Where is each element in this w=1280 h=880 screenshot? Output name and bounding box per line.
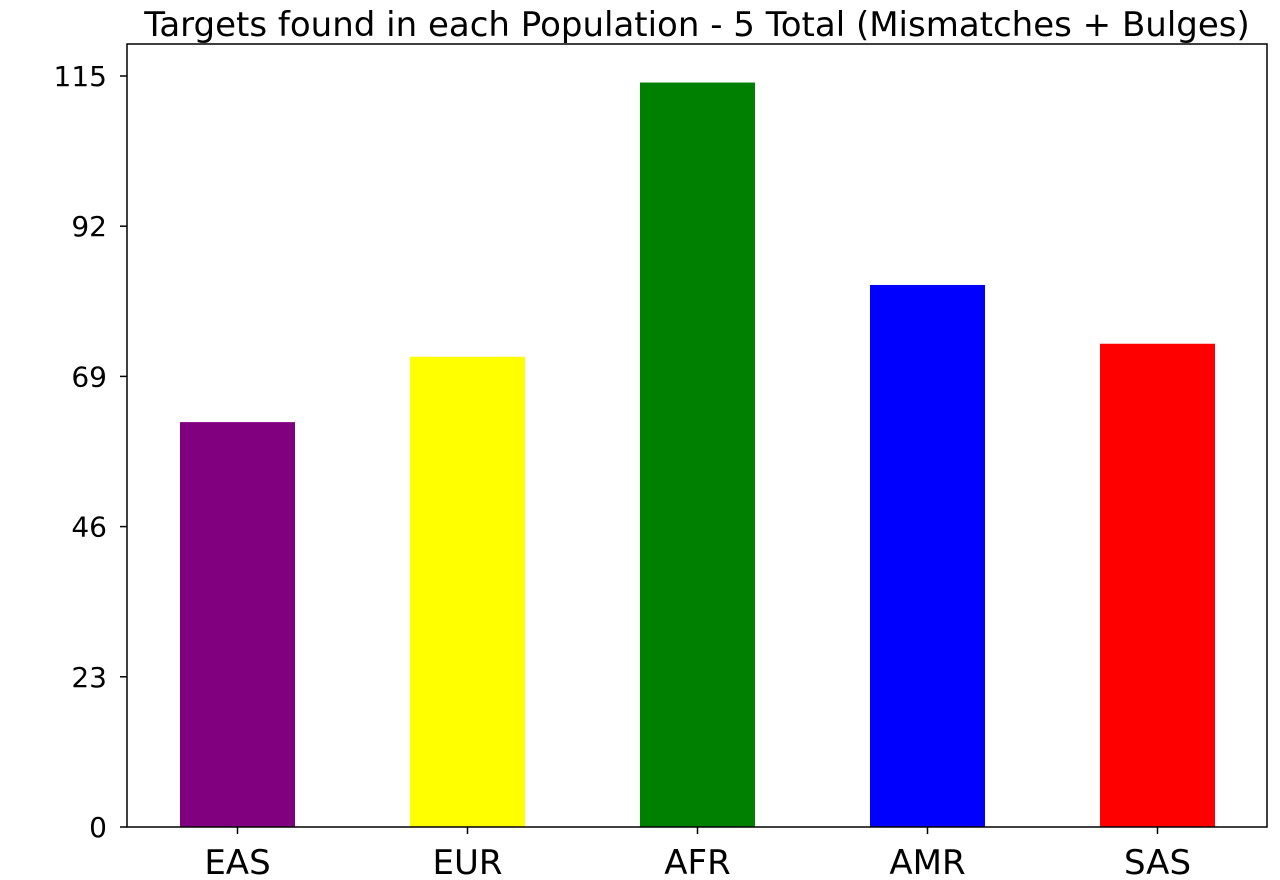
x-axis: EAS EUR AFR AMR SAS xyxy=(204,827,1191,880)
x-tick-label-amr: AMR xyxy=(889,843,965,880)
y-tick-label: 69 xyxy=(71,360,107,393)
y-tick-label: 23 xyxy=(71,661,107,694)
y-tick-label: 46 xyxy=(71,511,107,544)
y-axis: 0 23 46 69 92 115 xyxy=(54,60,127,844)
bar-amr xyxy=(870,284,985,828)
x-tick-label-eas: EAS xyxy=(204,843,270,880)
bars-group xyxy=(180,82,1215,828)
x-tick-label-eur: EUR xyxy=(433,843,503,880)
y-tick-label: 92 xyxy=(71,210,107,243)
chart-title: Targets found in each Population - 5 Tot… xyxy=(143,5,1250,45)
x-tick-label-sas: SAS xyxy=(1124,843,1191,880)
y-tick-label: 0 xyxy=(89,811,107,844)
bar-sas xyxy=(1100,343,1215,827)
bar-afr xyxy=(640,82,755,827)
y-tick-label: 115 xyxy=(54,60,107,93)
bar-eur xyxy=(410,356,525,827)
x-tick-label-afr: AFR xyxy=(664,843,730,880)
bar-eas xyxy=(180,422,295,827)
